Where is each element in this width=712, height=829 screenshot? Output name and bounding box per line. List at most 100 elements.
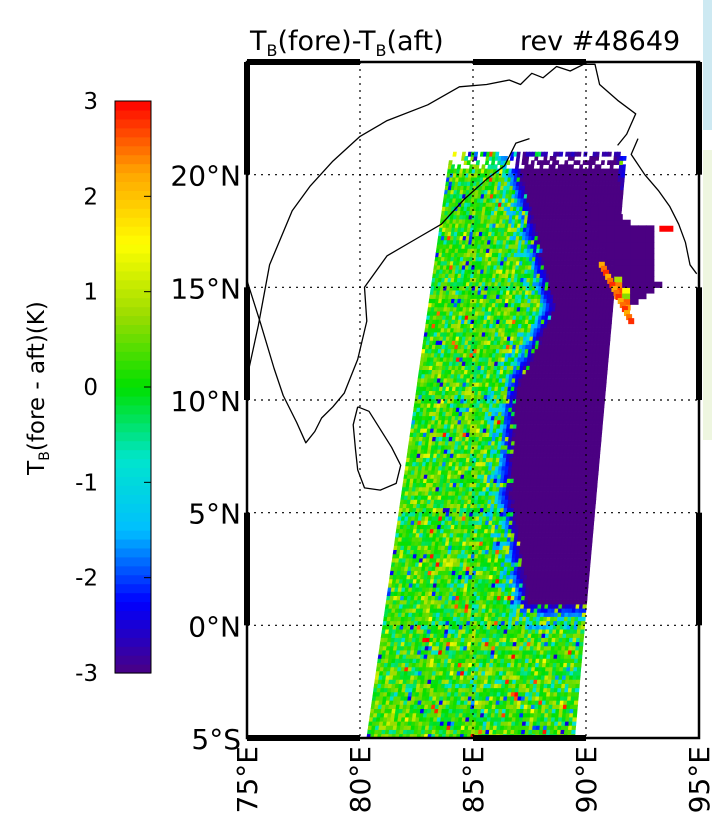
colorbar-step: [115, 556, 151, 567]
colorbar-step: [115, 592, 151, 603]
colorbar-label: TB(fore - aft)(K): [24, 301, 53, 476]
colorbar-step: [115, 270, 151, 281]
colorbar-step: [115, 333, 151, 343]
colorbar-step: [115, 101, 151, 111]
swath-cell: [573, 699, 579, 705]
colorbar-step: [115, 637, 151, 647]
colorbar-step: [115, 646, 151, 656]
swath-cell: [578, 649, 583, 655]
colorbar-step: [115, 127, 151, 138]
colorbar-step: [115, 145, 151, 156]
swath-cell: [579, 637, 584, 643]
swath-cell: [587, 549, 592, 555]
colorbar-step: [115, 574, 151, 585]
colorbar-step: [115, 360, 151, 370]
swath-cell: [595, 461, 600, 467]
swath-cell: [573, 708, 578, 714]
colorbar-step: [115, 154, 151, 165]
colorbar-step: [115, 261, 151, 272]
swath-cell: [572, 641, 577, 647]
colorbar-step: [115, 378, 151, 388]
swath-cell: [585, 566, 591, 571]
colorbar-step: [115, 503, 151, 513]
swath-cell: [588, 536, 593, 542]
swath-cell: [599, 415, 604, 421]
title-suffix: (aft): [386, 26, 443, 57]
swath-cell: [598, 427, 603, 433]
swath-cell: [575, 566, 580, 571]
swath-cell: [592, 494, 597, 500]
swath-cell: [591, 499, 597, 505]
title-sub1: B: [267, 41, 278, 60]
colorbar-step: [115, 190, 151, 200]
swath-cell: [571, 729, 576, 735]
colorbar-step: [115, 610, 151, 620]
swath-cell: [585, 574, 590, 580]
swath-cell: [591, 503, 596, 509]
colorbar-step: [115, 449, 151, 460]
swath-cell: [600, 402, 605, 408]
colorbar-step: [115, 521, 151, 531]
colorbar-step: [115, 431, 151, 442]
swath-cell: [588, 532, 594, 538]
swath-cell: [559, 699, 565, 705]
colorbar-step: [115, 628, 151, 638]
colorbar-step: [115, 601, 151, 612]
swath-cell: [590, 515, 595, 521]
colorbar-tick-label: 3: [83, 89, 98, 115]
swath-cell: [592, 486, 598, 492]
swath-cell: [571, 612, 576, 617]
colorbar-step: [115, 404, 151, 415]
swath-cell: [580, 620, 586, 626]
colorbar-step: [115, 109, 151, 120]
title-prefix: T: [249, 26, 267, 57]
swath-cell: [594, 465, 600, 471]
colorbar-tick-label: 2: [83, 184, 98, 210]
swath-cell: [597, 440, 602, 446]
swath-cell: [598, 419, 604, 425]
colorbar-label-suffix: (fore - aft)(K): [24, 301, 50, 451]
swath-cell: [601, 390, 606, 396]
swath-cell: [591, 507, 596, 513]
map-plot-area: 20°N15°N10°N5°N0°N5°S 75°E 80°E 85°E 90°E 95…: [170, 59, 712, 813]
colorbar-step: [115, 538, 151, 549]
swath-cell: [574, 695, 579, 701]
colorbar-step: [115, 565, 151, 576]
swath-cell: [564, 720, 570, 726]
swath-cell: [566, 586, 572, 592]
swath-cell: [589, 528, 594, 534]
swath-cell: [566, 699, 572, 705]
swath-cell: [601, 394, 606, 400]
colorbar-label-prefix: T: [24, 460, 50, 476]
colorbar-step: [115, 395, 151, 406]
swath-cell: [571, 725, 577, 730]
swath-cell: [595, 453, 601, 458]
swath-cell: [577, 658, 583, 664]
swath-cell: [584, 582, 589, 588]
swath-cell: [596, 448, 601, 454]
swath-cell: [574, 691, 580, 697]
swath-cell: [586, 553, 592, 559]
swath-cell: [557, 679, 563, 684]
colorbar-step: [115, 199, 151, 209]
swath-cell: [572, 674, 578, 680]
swath-cell: [582, 603, 587, 609]
swath-cell: [571, 720, 577, 726]
swath-cell: [561, 570, 566, 576]
colorbar-tick-label: 0: [83, 375, 98, 401]
swath-cell: [574, 658, 579, 664]
swath-cell: [597, 436, 602, 442]
satellite-swath: [366, 151, 674, 738]
swath-cell: [588, 540, 593, 546]
colorbar-step: [115, 324, 151, 334]
colorbar-step: [115, 440, 151, 451]
swath-cell: [575, 679, 581, 684]
colorbar-step: [115, 467, 151, 477]
colorbar-step: [115, 655, 151, 665]
colorbar-label-sub: B: [37, 451, 53, 461]
title-rev: rev #48649: [520, 26, 680, 57]
swath-cell: [599, 411, 605, 417]
colorbar-step: [115, 315, 151, 326]
